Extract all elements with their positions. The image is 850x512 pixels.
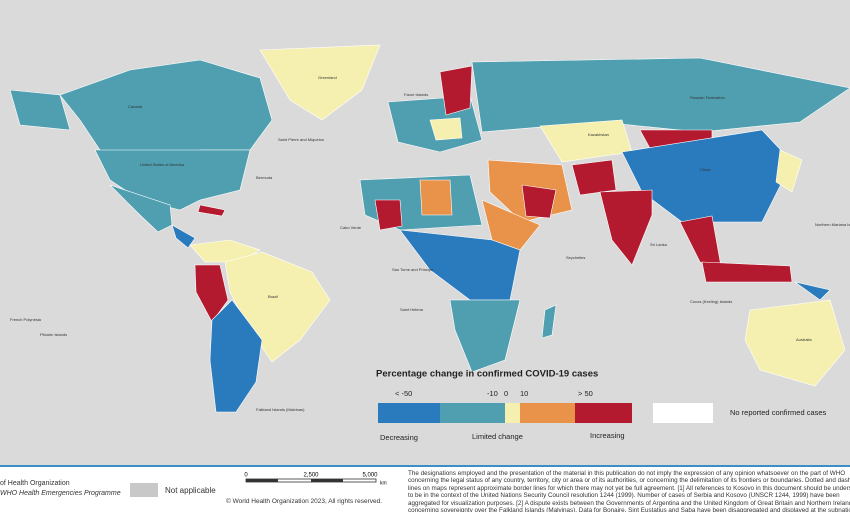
legend-swatch bbox=[575, 403, 632, 423]
country-label: Australia bbox=[796, 337, 812, 342]
scale bbox=[311, 479, 343, 482]
country-label: Sao Tome and Principe bbox=[392, 267, 434, 272]
legend-title: Percentage change in confirmed COVID-19 … bbox=[376, 369, 598, 380]
region bbox=[224, 251, 331, 363]
footer-text: WHO Health Emergencies Programme bbox=[0, 490, 121, 497]
legend-tick: 0 bbox=[504, 389, 508, 398]
scale-label: 5,000 bbox=[362, 473, 378, 479]
country-label: Saint Helena bbox=[400, 307, 424, 312]
country-label: Canada bbox=[128, 104, 143, 109]
legend-swatch bbox=[440, 403, 505, 423]
country-label: Sri Lanka bbox=[650, 242, 668, 247]
legend-label: Increasing bbox=[590, 431, 625, 440]
country-label: Cocos (Keeling) Islands bbox=[690, 299, 732, 304]
country-label: Faroe Islands bbox=[404, 92, 428, 97]
country-label: Northern Mariana Islands bbox=[815, 222, 850, 227]
footer-text: Not applicable bbox=[165, 486, 216, 495]
footer-text: of Health Organization bbox=[0, 480, 70, 487]
region bbox=[599, 189, 653, 266]
country-label: Pitcairn Islands bbox=[40, 332, 67, 337]
country-label: China bbox=[700, 167, 711, 172]
scale-bar: 0 2,500 5,000 km bbox=[244, 473, 387, 487]
country-label: French Polynesia bbox=[10, 317, 42, 322]
legend-swatch bbox=[520, 403, 575, 423]
legend-swatch bbox=[378, 403, 440, 423]
footer-text: © World Health Organization 2023, All ri… bbox=[226, 498, 383, 505]
map: Greenland Canada United States of America B… bbox=[9, 44, 850, 442]
legend-tick: 10 bbox=[520, 389, 528, 398]
legend-label: No reported confirmed cases bbox=[730, 408, 827, 417]
region bbox=[197, 204, 226, 217]
scale-label: 2,500 bbox=[303, 473, 319, 479]
scale-label: 0 bbox=[244, 473, 248, 479]
region bbox=[194, 264, 229, 323]
region bbox=[429, 117, 463, 141]
country-label: Brazil bbox=[268, 294, 278, 299]
region bbox=[471, 57, 850, 133]
legend-tick: > 50 bbox=[578, 389, 593, 398]
scale bbox=[246, 479, 278, 482]
region bbox=[94, 149, 251, 211]
region bbox=[794, 281, 831, 301]
footer: of Health Organization WHO Health Emerge… bbox=[0, 465, 850, 512]
legend-tick: < -50 bbox=[395, 389, 412, 398]
legend-tick: -10 bbox=[487, 389, 498, 398]
region bbox=[541, 304, 557, 339]
country-label: Cabo Verde bbox=[340, 225, 362, 230]
country-label: Greenland bbox=[318, 75, 337, 80]
scale-label: km bbox=[380, 480, 387, 486]
region bbox=[539, 119, 633, 163]
country-label: Russian Federation bbox=[690, 95, 725, 100]
region bbox=[571, 159, 617, 196]
disclaimer: The designations employed and the presen… bbox=[408, 470, 850, 512]
country-label: Seychelles bbox=[566, 255, 585, 260]
region bbox=[419, 179, 453, 216]
region bbox=[259, 44, 381, 121]
legend-swatch bbox=[653, 403, 713, 423]
country-label: Kazakhstan bbox=[588, 132, 609, 137]
legend-label: Decreasing bbox=[380, 433, 418, 442]
region bbox=[439, 65, 473, 116]
swatch bbox=[130, 483, 158, 497]
region bbox=[449, 299, 521, 373]
region bbox=[701, 261, 793, 283]
region bbox=[171, 224, 196, 249]
region bbox=[775, 149, 803, 193]
country-label: Bermuda bbox=[256, 175, 273, 180]
country-label: Falkland Islands (Malvinas) bbox=[256, 407, 305, 412]
country-label: United States of America bbox=[140, 162, 185, 167]
region bbox=[521, 184, 557, 219]
region bbox=[109, 184, 173, 233]
legend-label: Limited change bbox=[472, 432, 523, 441]
legend-swatch bbox=[505, 403, 520, 423]
region bbox=[744, 299, 846, 387]
region bbox=[374, 199, 403, 231]
region bbox=[209, 299, 263, 413]
country-label: Saint Pierre and Miquelon bbox=[278, 137, 324, 142]
region bbox=[9, 89, 71, 131]
